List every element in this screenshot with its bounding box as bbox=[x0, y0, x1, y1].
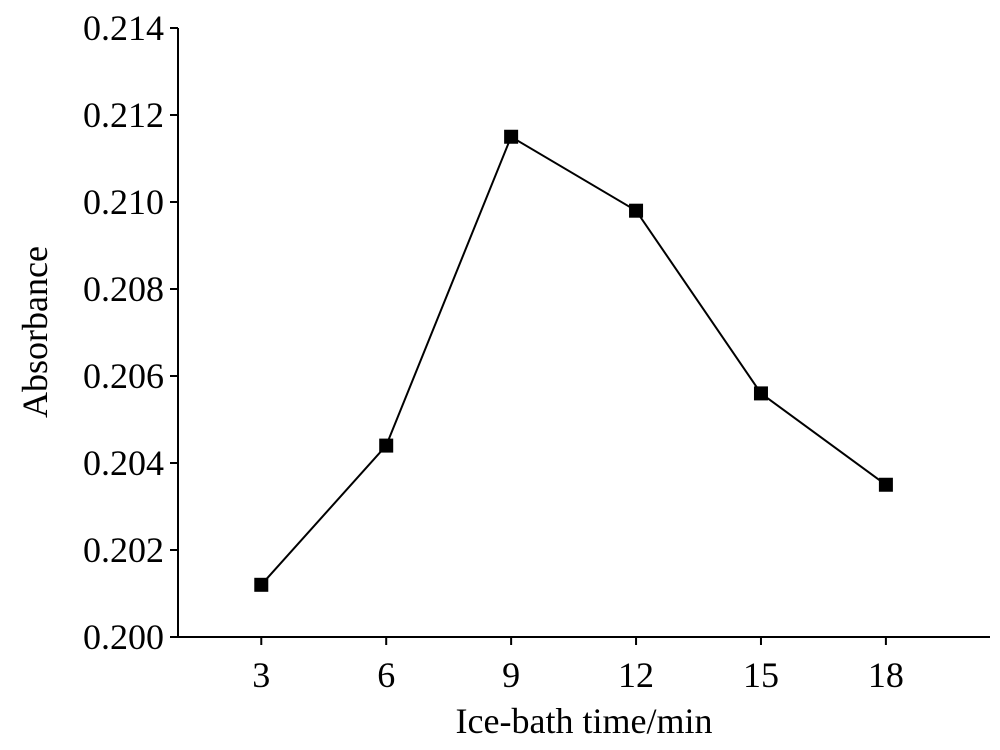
series bbox=[254, 129, 893, 592]
x-axis-title: Ice-bath time/min bbox=[456, 701, 713, 741]
y-tick-label: 0.212 bbox=[83, 95, 164, 135]
y-tick-label: 0.208 bbox=[83, 269, 164, 309]
data-point-marker bbox=[254, 577, 269, 592]
data-point-marker bbox=[504, 129, 519, 144]
series-line bbox=[260, 135, 887, 586]
x-tick-label: 15 bbox=[743, 655, 779, 695]
x-tick-label: 9 bbox=[502, 655, 520, 695]
data-point-marker bbox=[878, 477, 893, 492]
data-point-marker bbox=[629, 203, 644, 218]
y-tick-label: 0.200 bbox=[83, 617, 164, 657]
y-axis-title: Absorbance bbox=[15, 246, 55, 418]
y-tick-label: 0.214 bbox=[83, 8, 164, 48]
x-tick-label: 6 bbox=[377, 655, 395, 695]
y-tick-label: 0.204 bbox=[83, 443, 164, 483]
data-point-marker bbox=[379, 438, 394, 453]
y-ticks: 0.200 0.202 0.204 0.206 0.208 0.210 0.212 0.214 bbox=[83, 8, 178, 657]
x-tick-label: 18 bbox=[868, 655, 904, 695]
x-tick-label: 12 bbox=[618, 655, 654, 695]
x-tick-label: 3 bbox=[252, 655, 270, 695]
data-point-marker bbox=[753, 386, 768, 401]
axes bbox=[177, 28, 990, 638]
y-tick-label: 0.210 bbox=[83, 182, 164, 222]
y-tick-label: 0.202 bbox=[83, 530, 164, 570]
x-ticks: 3 6 9 12 15 18 bbox=[252, 637, 904, 695]
y-tick-label: 0.206 bbox=[83, 356, 164, 396]
